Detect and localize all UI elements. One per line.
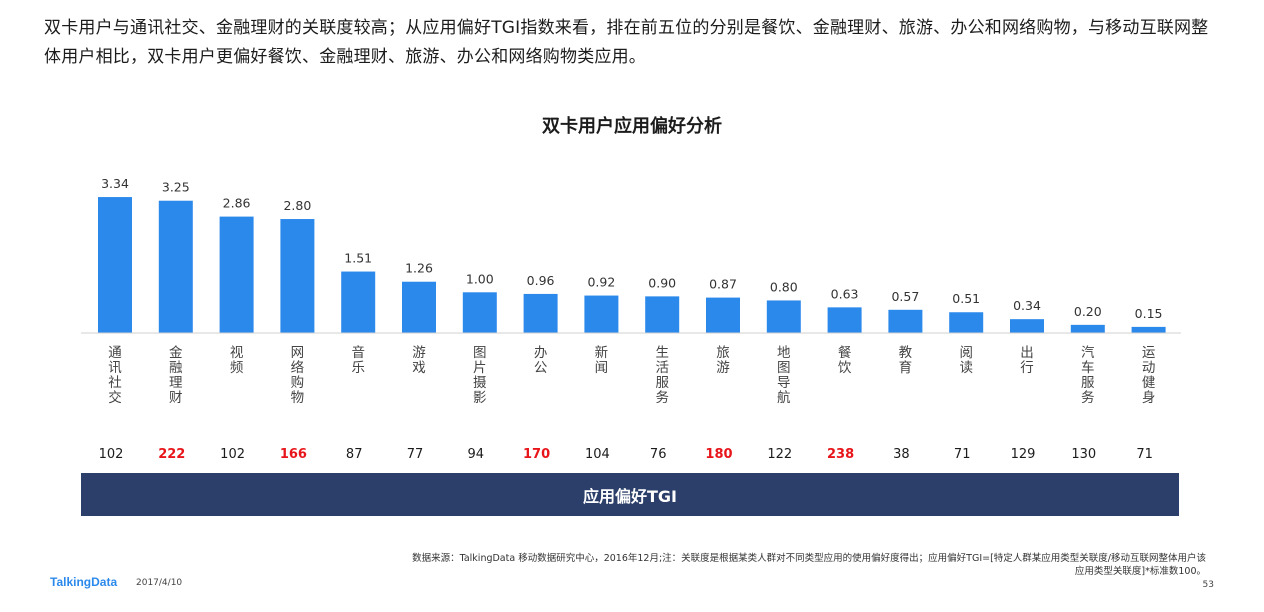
tgi-value: 87 [346, 447, 363, 462]
bar-value-label: 1.00 [466, 271, 494, 286]
bar-value-label: 0.63 [831, 286, 859, 301]
tgi-value-highlight: 170 [523, 447, 550, 462]
category-label: 新闻 [595, 345, 609, 376]
bar [158, 200, 193, 333]
bar [280, 219, 315, 333]
tgi-value: 122 [767, 447, 792, 462]
category-label: 地图导航 [777, 345, 791, 406]
bar-value-label: 3.25 [162, 180, 190, 195]
bar-value-label: 0.96 [527, 273, 555, 288]
category-label: 旅游 [716, 345, 730, 376]
bar [888, 309, 923, 333]
category-label: 餐饮 [838, 345, 852, 376]
bar [645, 296, 680, 333]
page-number: 53 [1202, 580, 1214, 590]
bar-value-label: 3.34 [101, 176, 129, 191]
bar [1131, 326, 1166, 333]
tgi-banner-label: 应用偏好TGI [582, 486, 677, 506]
category-label: 出行 [1020, 345, 1034, 376]
bar [584, 295, 619, 333]
bar [219, 216, 254, 333]
tgi-value: 130 [1071, 447, 1096, 462]
tgi-value: 38 [893, 447, 910, 462]
bar-chart: 3.34 通讯社交 102 3.25 金融理财 222 2.86 视频 102 2.80 网络购物 1… [81, 176, 1181, 462]
category-label: 阅读 [959, 345, 973, 376]
category-label: 汽车服务 [1081, 345, 1095, 406]
bar [706, 297, 740, 333]
tgi-value-highlight: 222 [158, 447, 185, 462]
bar-value-label: 0.90 [648, 275, 676, 290]
bar [523, 293, 558, 333]
bar [1010, 319, 1044, 333]
bar [1070, 324, 1105, 333]
category-label: 视频 [230, 345, 244, 376]
category-label: 教育 [899, 345, 913, 376]
footer-date: 2017/4/10 [136, 578, 183, 588]
bar-value-label: 0.57 [891, 289, 919, 304]
bar [949, 312, 984, 333]
bar-value-label: 2.80 [283, 198, 311, 213]
chart-title: 双卡用户应用偏好分析 [542, 116, 722, 137]
category-label: 音乐 [351, 344, 365, 376]
category-label: 游戏 [412, 345, 426, 376]
bar [341, 271, 376, 333]
tgi-value: 129 [1011, 447, 1036, 462]
tgi-value: 104 [585, 447, 610, 462]
tgi-value: 77 [407, 447, 424, 462]
bar-value-label: 0.80 [770, 279, 798, 294]
bar-value-label: 1.51 [344, 251, 372, 266]
bar-value-label: 2.86 [223, 196, 251, 211]
bar-value-label: 0.34 [1013, 298, 1041, 313]
tgi-value: 102 [99, 447, 124, 462]
tgi-value-highlight: 180 [705, 447, 732, 462]
category-label: 办公 [534, 345, 548, 376]
tgi-value: 76 [650, 447, 667, 462]
bar-value-label: 1.26 [405, 261, 433, 276]
bar-value-label: 0.87 [709, 277, 737, 292]
bar [98, 197, 132, 333]
bar-value-label: 0.15 [1135, 306, 1163, 321]
tgi-value-highlight: 238 [827, 447, 854, 462]
bar-value-label: 0.20 [1074, 304, 1102, 319]
tgi-banner: 应用偏好TGI [81, 473, 1179, 516]
tgi-value: 102 [220, 447, 245, 462]
bar-value-label: 0.92 [587, 275, 615, 290]
tgi-value: 94 [468, 447, 485, 462]
intro-paragraph: 双卡用户与通讯社交、金融理财的关联度较高；从应用偏好TGI指数来看，排在前五位的… [44, 18, 1209, 67]
bar [462, 292, 497, 333]
category-label: 通讯社交 [108, 345, 122, 406]
source-note: 数据来源：TalkingData 移动数据研究中心，2016年12月;注：关联度… [412, 553, 1206, 577]
bar-value-label: 0.51 [952, 291, 980, 306]
tgi-value-highlight: 166 [280, 447, 307, 462]
bar [827, 307, 862, 333]
talkingdata-logo: TalkingData [50, 575, 118, 589]
category-label: 网络购物 [291, 345, 305, 406]
category-label: 金融理财 [169, 345, 183, 406]
bar [402, 281, 436, 333]
category-label: 运动健身 [1142, 345, 1156, 406]
bar [766, 300, 801, 333]
tgi-value: 71 [1136, 447, 1153, 462]
category-label: 生活服务 [655, 345, 669, 406]
tgi-value: 71 [954, 447, 971, 462]
category-label: 图片摄影 [473, 345, 487, 406]
